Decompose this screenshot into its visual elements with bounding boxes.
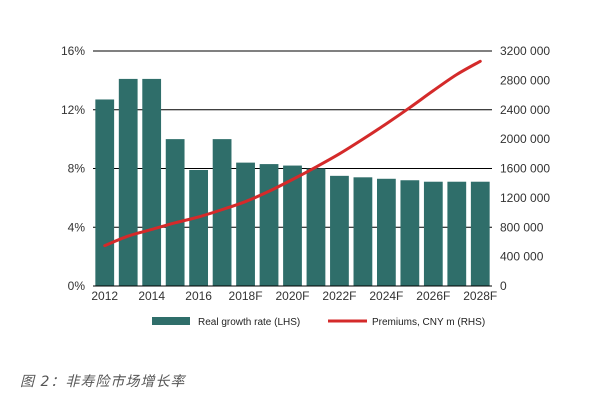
premiums-line (103, 59, 482, 248)
bar (165, 139, 185, 286)
right-tick-label: 3200 000 (500, 44, 550, 58)
bar (470, 181, 490, 286)
legend-label: Real growth rate (LHS) (198, 317, 300, 328)
x-tick-label: 2028F (463, 289, 497, 303)
x-tick-label: 2018F (229, 289, 263, 303)
left-tick-label: 0% (68, 279, 86, 293)
bar (95, 99, 115, 286)
x-tick-label: 2012 (91, 289, 118, 303)
bar-series (95, 78, 490, 286)
bar (423, 181, 443, 286)
line-series (103, 59, 482, 248)
bar (306, 168, 326, 286)
bar (189, 169, 209, 286)
bar (212, 139, 232, 286)
right-tick-label: 800 000 (500, 220, 544, 234)
bar (118, 78, 138, 286)
left-tick-label: 4% (68, 220, 86, 234)
bar (330, 175, 349, 286)
right-tick-label: 1200 000 (500, 191, 550, 205)
bar (259, 164, 279, 286)
x-tick-label: 2014 (138, 289, 165, 303)
right-tick-label: 400 000 (500, 250, 544, 264)
right-axis: 0 400 000 800 000 1200 000 1600 000 2000 000 2… (500, 44, 550, 293)
x-tick-label: 2016 (185, 289, 212, 303)
left-axis: 0% 4% 8% 12% 16% (61, 44, 85, 293)
x-tick-label: 2022F (322, 289, 356, 303)
left-tick-label: 8% (68, 162, 86, 176)
left-tick-label: 16% (61, 44, 85, 58)
right-tick-label: 0 (500, 279, 507, 293)
figure-caption: 图 2：非寿险市场增长率 (20, 374, 186, 390)
x-tick-label: 2024F (369, 289, 403, 303)
bar (353, 177, 373, 286)
legend-label: Premiums, CNY m (RHS) (372, 317, 485, 328)
right-tick-label: 2000 000 (500, 132, 550, 146)
bar (236, 162, 255, 286)
legend-swatch-bar (152, 317, 190, 325)
bar (142, 78, 162, 286)
bar (400, 180, 420, 286)
x-tick-label: 2026F (416, 289, 450, 303)
x-tick-label: 2020F (275, 289, 309, 303)
left-tick-label: 12% (61, 103, 85, 117)
bar (376, 178, 396, 286)
bar (447, 181, 467, 286)
x-axis: 2012 2014 2016 2018F 2020F 2022F 2024F 2026F 202… (91, 285, 497, 303)
chart: 0% 4% 8% 12% 16% 0 400 000 800 000 1200 000 1600… (61, 44, 550, 328)
right-tick-label: 2800 000 (500, 73, 550, 87)
bar (283, 165, 302, 286)
right-tick-label: 1600 000 (500, 162, 550, 176)
legend: Real growth rate (LHS) Premiums, CNY m (R… (152, 317, 485, 328)
right-tick-label: 2400 000 (500, 103, 550, 117)
